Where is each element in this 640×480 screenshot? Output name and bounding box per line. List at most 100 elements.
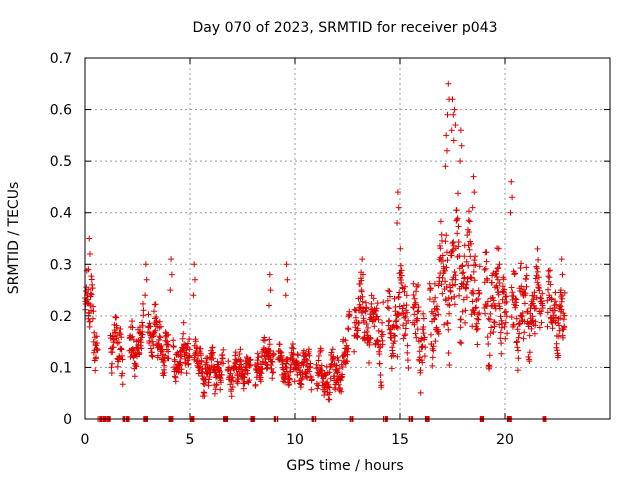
data-point — [463, 258, 470, 265]
data-point — [552, 298, 559, 305]
data-point — [326, 396, 333, 403]
data-point — [503, 308, 509, 315]
data-point — [449, 96, 456, 103]
data-point — [119, 370, 126, 377]
data-point — [444, 249, 450, 256]
data-point — [417, 389, 424, 396]
data-point — [495, 264, 502, 271]
data-point — [334, 354, 341, 361]
data-point — [325, 381, 332, 388]
data-point — [461, 274, 468, 281]
data-point — [491, 319, 498, 326]
data-point — [468, 275, 475, 282]
data-point — [536, 324, 543, 331]
data-point — [386, 305, 392, 312]
data-point — [328, 349, 335, 356]
data-point — [503, 293, 510, 300]
data-point — [241, 380, 248, 387]
data-point — [198, 352, 204, 359]
data-point — [553, 340, 560, 347]
data-point — [211, 390, 218, 397]
data-point — [518, 260, 524, 267]
data-point — [544, 297, 551, 304]
data-point — [441, 321, 448, 328]
data-point — [392, 318, 399, 325]
data-point — [470, 268, 477, 275]
data-point — [155, 352, 161, 359]
data-point — [442, 278, 449, 285]
data-point — [261, 337, 268, 344]
data-point — [306, 352, 313, 359]
data-point — [503, 313, 510, 320]
data-point — [494, 276, 501, 283]
data-point — [438, 281, 445, 288]
data-point — [560, 316, 567, 323]
data-point — [454, 230, 461, 237]
data-point — [266, 302, 272, 309]
data-point — [451, 301, 458, 308]
data-point — [127, 353, 134, 360]
data-point — [435, 282, 442, 289]
data-point — [404, 309, 411, 316]
data-point — [205, 382, 212, 389]
data-point — [165, 348, 172, 355]
data-point — [339, 373, 346, 380]
data-point — [515, 347, 522, 354]
data-point — [136, 350, 143, 357]
data-point — [190, 292, 197, 299]
data-point — [218, 379, 224, 386]
data-point — [518, 283, 525, 290]
y-tick-label: 0.1 — [50, 360, 72, 376]
y-tick-label: 0.5 — [50, 154, 72, 170]
data-point — [465, 262, 472, 269]
data-point — [509, 289, 516, 296]
data-point — [269, 375, 276, 382]
data-point — [257, 378, 264, 385]
data-point — [549, 325, 556, 332]
data-point — [358, 277, 365, 284]
data-point — [402, 283, 408, 290]
data-point — [435, 330, 442, 337]
data-point — [390, 352, 397, 359]
data-point — [327, 375, 334, 382]
data-point — [220, 346, 227, 353]
data-point — [171, 373, 178, 380]
data-point — [201, 393, 208, 399]
data-point — [119, 356, 126, 363]
data-point — [431, 280, 438, 287]
data-point — [255, 354, 262, 361]
data-point — [358, 287, 365, 294]
data-point — [482, 265, 489, 272]
data-point — [394, 220, 401, 226]
data-point — [244, 367, 250, 374]
data-point — [523, 272, 530, 279]
data-point — [247, 356, 254, 363]
data-point — [513, 339, 520, 346]
data-point — [333, 362, 340, 369]
data-point — [371, 323, 378, 330]
data-point — [455, 223, 462, 230]
data-point — [326, 369, 333, 376]
data-point — [537, 310, 544, 317]
data-point — [439, 290, 446, 297]
data-point — [437, 245, 444, 252]
data-point — [377, 372, 384, 378]
data-point — [172, 378, 179, 385]
data-point — [536, 287, 543, 294]
data-point — [246, 377, 253, 384]
data-point — [546, 274, 553, 281]
data-point — [399, 305, 406, 312]
data-point — [544, 309, 551, 316]
data-point — [440, 258, 446, 264]
data-point — [178, 353, 185, 360]
data-point — [140, 300, 146, 307]
data-point — [470, 173, 477, 180]
data-point — [252, 381, 259, 388]
data-point — [420, 330, 427, 337]
data-point — [514, 367, 521, 374]
data-point — [430, 343, 437, 350]
data-point — [183, 370, 190, 377]
x-tick-labels: 0 5 10 15 20 — [81, 432, 514, 448]
data-point — [393, 323, 400, 330]
data-point — [185, 360, 192, 367]
